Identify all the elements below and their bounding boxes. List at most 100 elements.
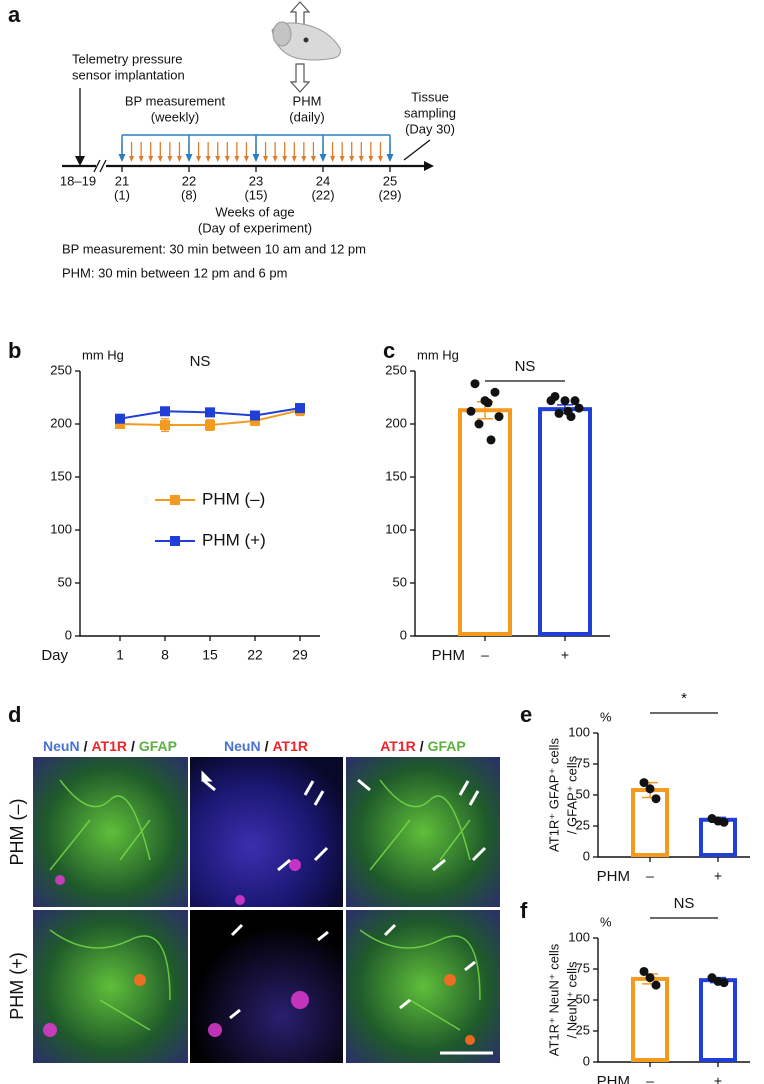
data-point xyxy=(719,817,729,827)
tick-label: 18–19 xyxy=(60,173,96,188)
bar xyxy=(699,978,737,1062)
x-axis-label: PHM xyxy=(597,1073,630,1084)
data-point xyxy=(570,396,580,406)
column-header: AT1R / GFAP xyxy=(380,738,466,754)
unit-label: mm Hg xyxy=(82,347,124,362)
arrow-head xyxy=(75,156,85,166)
marker xyxy=(160,420,170,431)
phm-arrow-head xyxy=(301,156,307,162)
annotation: * xyxy=(681,690,687,707)
phm-arrow-head xyxy=(167,156,173,162)
annotation-text: sensor implantation xyxy=(72,67,185,82)
y-tick-label: 200 xyxy=(385,415,407,430)
unit-label: % xyxy=(600,914,612,929)
y-tick-label: 100 xyxy=(568,929,590,944)
header-segment: GFAP xyxy=(428,738,466,754)
annotation-text: (Day 30) xyxy=(405,121,455,136)
row-label: PHM (–) xyxy=(7,799,27,866)
panel-label: d xyxy=(8,702,21,727)
y-axis-title: AT1R⁺ NeuN⁺ cells xyxy=(546,943,561,1056)
header-segment: NeuN xyxy=(43,738,80,754)
unit-label: % xyxy=(600,709,612,724)
data-point xyxy=(546,396,556,406)
panel-label: e xyxy=(520,702,532,727)
x-tick-label: 1 xyxy=(116,647,124,663)
row-label: PHM (+) xyxy=(7,952,27,1020)
phm-arrow-head xyxy=(224,156,230,162)
x-tick-label: 22 xyxy=(247,647,263,663)
marker xyxy=(205,407,215,418)
phm-arrow-head xyxy=(339,156,345,162)
x-axis-label: PHM xyxy=(597,868,630,885)
tick-label: 24 xyxy=(316,173,330,188)
annotation: NS xyxy=(674,895,695,912)
data-point xyxy=(645,784,655,794)
marker xyxy=(160,406,170,417)
phm-arrow-head xyxy=(368,156,374,162)
phm-arrow-head xyxy=(234,156,240,162)
phm-arrow-head xyxy=(377,156,383,162)
annotation: NS xyxy=(515,358,536,375)
data-point xyxy=(554,408,564,418)
header-segment: / xyxy=(84,738,88,754)
y-tick-label: 50 xyxy=(576,786,590,801)
note: BP measurement: 30 min between 10 am and… xyxy=(62,241,366,256)
tick-label: (22) xyxy=(311,187,334,202)
marker xyxy=(295,403,305,414)
mouse-illustration xyxy=(271,1,341,93)
phm-arrow-head xyxy=(215,156,221,162)
annotation-text: Telemetry pressure xyxy=(72,51,183,66)
phm-arrow-head xyxy=(243,156,249,162)
data-point xyxy=(651,980,661,990)
tick-label: (1) xyxy=(114,187,130,202)
annotation-text: sampling xyxy=(404,105,456,120)
arrow xyxy=(403,139,431,161)
x-tick-label: 15 xyxy=(202,647,218,663)
y-axis-title: / GFAP⁺ cells xyxy=(564,755,579,834)
phm-arrow-head xyxy=(129,156,135,162)
phm-arrow-head xyxy=(196,156,202,162)
data-point xyxy=(574,403,584,413)
phm-arrow-head xyxy=(157,156,163,162)
y-tick-label: 200 xyxy=(50,415,72,430)
header-segment: GFAP xyxy=(139,738,177,754)
data-point xyxy=(639,778,649,788)
header-segment: AT1R xyxy=(380,738,416,754)
unit-label: mm Hg xyxy=(417,347,459,362)
y-tick-label: 25 xyxy=(576,1022,590,1037)
panel-label: b xyxy=(8,338,21,363)
y-tick-label: 0 xyxy=(400,627,407,642)
annotation-text: (weekly) xyxy=(151,109,199,124)
panel-label: c xyxy=(383,338,395,363)
annotation-text: BP measurement xyxy=(125,93,226,108)
bar xyxy=(631,788,669,857)
x-axis-label: PHM xyxy=(432,647,465,664)
data-point xyxy=(494,412,504,422)
data-point xyxy=(486,435,496,445)
x-tick-label: – xyxy=(481,647,489,663)
y-tick-label: 75 xyxy=(576,960,590,975)
x-tick-label: + xyxy=(714,1073,722,1084)
data-point xyxy=(563,406,573,416)
x-tick-label: 8 xyxy=(161,647,169,663)
column-header: NeuN / AT1R xyxy=(224,738,308,754)
x-axis-label: Day xyxy=(41,647,68,664)
phm-arrow-head xyxy=(291,156,297,162)
header-segment: / xyxy=(420,738,424,754)
y-axis-title: AT1R⁺ GFAP⁺ cells xyxy=(546,738,561,852)
panel-label: f xyxy=(520,898,528,923)
phm-arrow-head xyxy=(310,156,316,162)
data-point xyxy=(719,978,729,988)
y-tick-label: 150 xyxy=(385,468,407,483)
y-tick-label: 100 xyxy=(385,521,407,536)
note: PHM: 30 min between 12 pm and 6 pm xyxy=(62,265,287,280)
y-tick-label: 50 xyxy=(393,574,407,589)
y-tick-label: 100 xyxy=(50,521,72,536)
y-tick-label: 250 xyxy=(385,362,407,377)
legend-marker xyxy=(170,495,180,505)
y-tick-label: 0 xyxy=(583,848,590,863)
header-segment: AT1R xyxy=(91,738,127,754)
phm-arrow-head xyxy=(349,156,355,162)
data-point xyxy=(490,387,500,397)
